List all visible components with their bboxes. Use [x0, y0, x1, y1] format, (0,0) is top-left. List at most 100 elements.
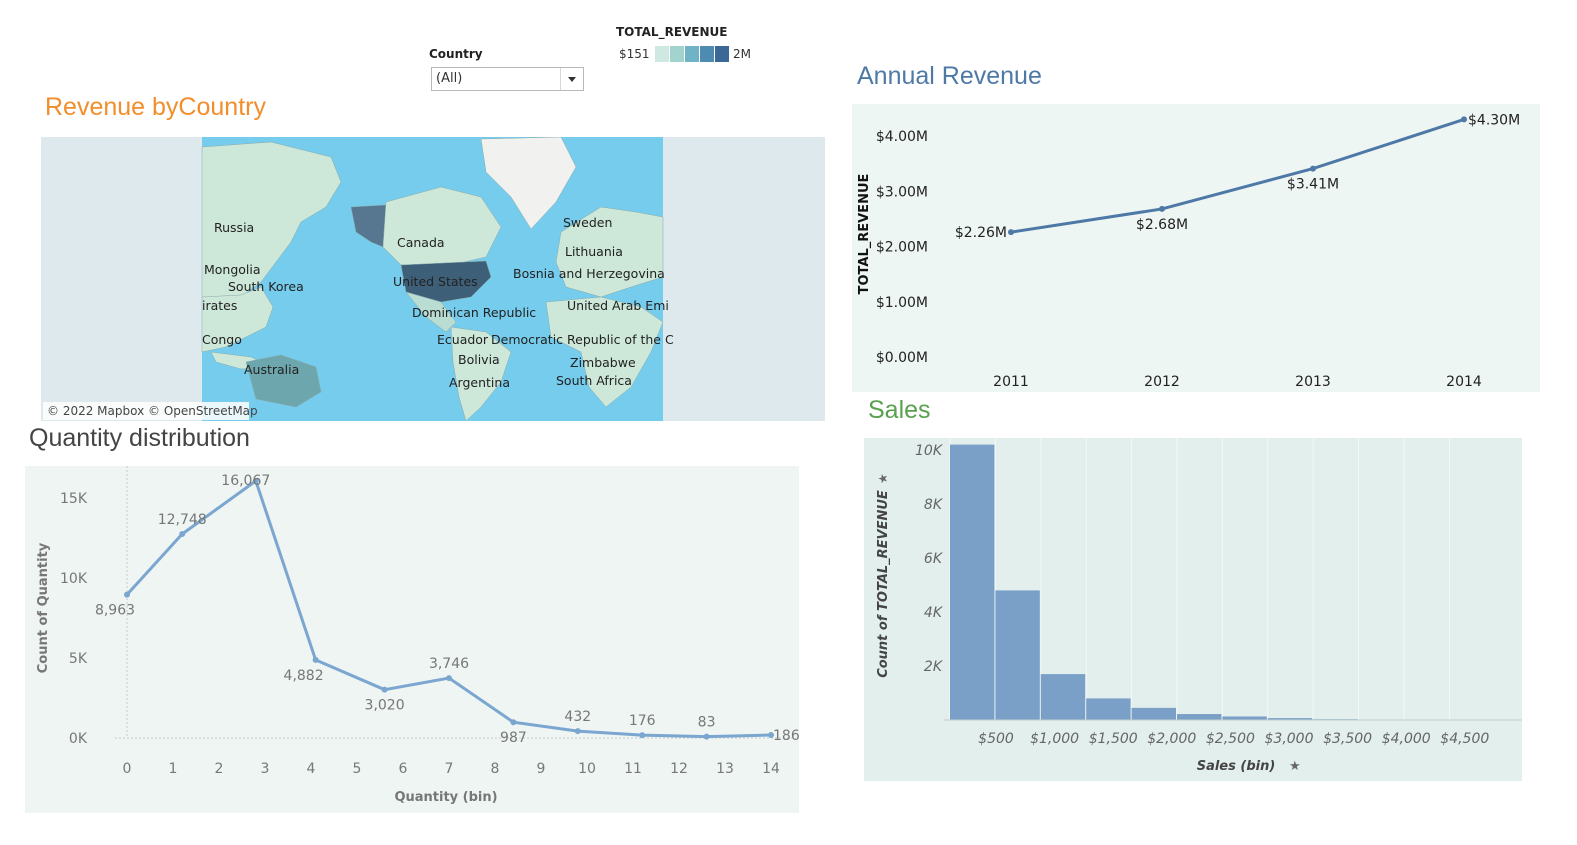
color-legend-max: 2M: [733, 47, 751, 61]
quantity-point[interactable]: [510, 719, 517, 726]
sales-bar[interactable]: [1267, 718, 1313, 720]
quantity-data-label: 3,746: [429, 656, 469, 672]
greenland: [480, 137, 577, 230]
revenue-point[interactable]: [1461, 116, 1467, 123]
x-tick-label: $4,000: [1382, 731, 1431, 747]
sales-bar[interactable]: [1086, 698, 1131, 720]
revenue-point[interactable]: [1008, 229, 1014, 236]
china-region: [201, 286, 274, 353]
x-tick-label: $4,500: [1440, 731, 1489, 747]
sales-bar[interactable]: [1131, 707, 1176, 720]
x-tick-label: 7: [445, 761, 454, 777]
x-tick-label: 8: [491, 761, 500, 777]
quantity-point[interactable]: [703, 733, 710, 740]
sales-title: Sales: [868, 396, 931, 424]
quantity-data-label: 16,067: [221, 473, 270, 489]
map-country-label: Democratic Republic of the C: [491, 332, 674, 347]
y-tick-label: 15K: [60, 491, 88, 507]
y-tick-label: 0K: [69, 731, 88, 747]
x-tick-label: $1,500: [1089, 731, 1138, 747]
x-tick-label: $2,000: [1147, 731, 1196, 747]
quantity-title: Quantity distribution: [29, 424, 250, 452]
quantity-data-label: 83: [698, 715, 716, 731]
legend-swatch: [685, 46, 699, 62]
revenue-data-label: $2.26M: [955, 225, 1007, 241]
sales-panel[interactable]: 2K 4K 6K 8K 10K $500 $1,000 $1,500 $2,000 $2,500 $…: [864, 438, 1522, 781]
x-tick-label: $2,500: [1206, 731, 1255, 747]
revenue-point[interactable]: [1310, 165, 1316, 172]
quantity-point[interactable]: [124, 591, 130, 598]
country-filter-dropdown[interactable]: (All): [431, 67, 584, 91]
y-tick-label: $3.00M: [876, 184, 928, 200]
sales-bar[interactable]: [950, 444, 995, 720]
legend-swatch: [670, 46, 684, 62]
y-axis-label: TOTAL_REVENUE: [857, 174, 872, 295]
quantity-data-label: 987: [500, 730, 527, 746]
europe: [555, 206, 664, 298]
sales-bar[interactable]: [1222, 716, 1267, 720]
map-country-label: South Africa: [556, 373, 632, 388]
sales-bar[interactable]: [995, 590, 1040, 720]
annual-revenue-chart[interactable]: $0.00M $1.00M $2.00M $3.00M $4.00M TOTAL_REVE…: [852, 104, 1540, 392]
x-tick-label: 2012: [1144, 374, 1180, 390]
chevron-down-icon[interactable]: [560, 68, 583, 90]
x-tick-label: $3,000: [1265, 731, 1314, 747]
x-tick-label: 12: [670, 761, 688, 777]
x-tick-label: 1: [169, 761, 178, 777]
map-country-label: Lithuania: [565, 244, 623, 259]
revenue-point[interactable]: [1159, 205, 1165, 212]
y-tick-label: 5K: [69, 651, 88, 667]
y-axis-label: Count of TOTAL_REVENUE: [876, 490, 891, 678]
quantity-point[interactable]: [179, 531, 186, 538]
map-country-label: Bolivia: [458, 352, 500, 367]
quantity-panel[interactable]: 0K 5K 10K 15K 0 1 2 3 4 5 6 7 8 9 10 11 12 13 14 Quantity (…: [25, 466, 799, 813]
quantity-data-label: 432: [564, 709, 591, 725]
map-country-label: Congo: [202, 332, 242, 347]
quantity-data-label: 12,748: [158, 512, 207, 528]
map-country-label: Russia: [214, 220, 254, 235]
quantity-point[interactable]: [768, 732, 774, 739]
x-tick-label: 2011: [993, 374, 1029, 390]
annual-revenue-panel[interactable]: $0.00M $1.00M $2.00M $3.00M $4.00M TOTAL_REVE…: [852, 104, 1540, 392]
map-country-label: United Arab Emi: [567, 298, 669, 313]
pin-icon[interactable]: ★: [1289, 759, 1301, 774]
y-tick-label: $1.00M: [876, 295, 928, 311]
map-country-label: South Korea: [228, 279, 304, 294]
quantity-point[interactable]: [446, 675, 452, 682]
sales-bar[interactable]: [1177, 714, 1222, 720]
x-tick-label: 2014: [1446, 374, 1482, 390]
annual-revenue-title: Annual Revenue: [857, 62, 1042, 90]
y-tick-label: $0.00M: [876, 350, 928, 366]
quantity-line: [125, 478, 772, 739]
quantity-point[interactable]: [639, 732, 646, 739]
x-tick-label: 0: [123, 761, 132, 777]
color-legend-title: TOTAL_REVENUE: [616, 25, 728, 39]
sales-chart[interactable]: 2K 4K 6K 8K 10K $500 $1,000 $1,500 $2,000 $2,500 $…: [864, 438, 1522, 781]
color-legend-ramp[interactable]: [655, 46, 729, 62]
sales-bar[interactable]: [1040, 674, 1086, 720]
map-country-label: Bosnia and Herzegovina: [513, 266, 665, 281]
quantity-data-label: 176: [629, 713, 656, 729]
map-country-label: Dominican Republic: [412, 305, 536, 320]
quantity-point[interactable]: [312, 656, 319, 663]
quantity-point[interactable]: [381, 686, 388, 693]
revenue-data-label: $2.68M: [1136, 217, 1188, 233]
map-country-label: Mongolia: [204, 262, 261, 277]
country-filter-value: (All): [436, 71, 463, 86]
australia: [245, 354, 322, 408]
y-axis-label: Count of Quantity: [36, 542, 51, 673]
legend-swatch: [700, 46, 714, 62]
quantity-point[interactable]: [252, 477, 259, 484]
map-panel[interactable]: Russia Canada Sweden Lithuania Mongolia Bosni…: [41, 137, 825, 421]
x-axis-label: Sales (bin): [1197, 759, 1276, 774]
y-tick-label: 2K: [924, 659, 944, 675]
y-tick-label: 10K: [915, 443, 944, 459]
x-tick-label: 9: [537, 761, 546, 777]
south-america: [450, 326, 512, 421]
world-map[interactable]: Russia Canada Sweden Lithuania Mongolia Bosni…: [41, 137, 825, 421]
quantity-point[interactable]: [574, 728, 581, 735]
x-tick-label: 10: [578, 761, 596, 777]
legend-swatch: [655, 46, 669, 62]
pin-icon[interactable]: ★: [876, 473, 890, 484]
